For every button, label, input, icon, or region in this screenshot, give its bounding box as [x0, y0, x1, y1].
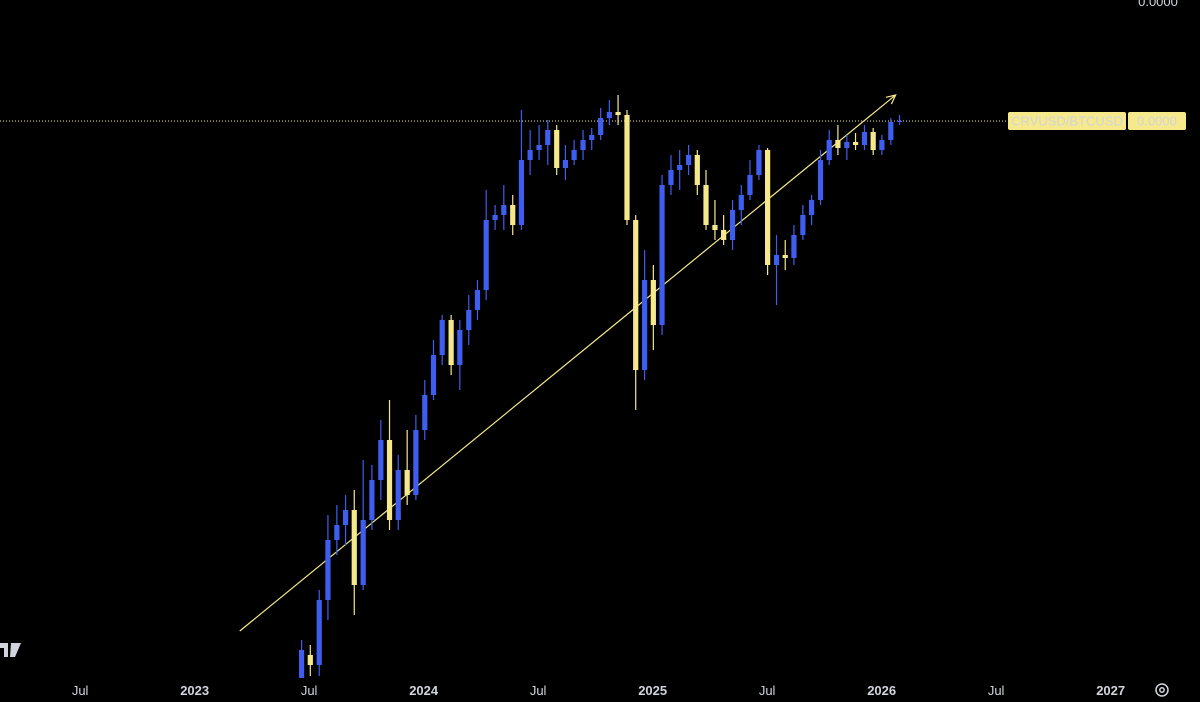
last-price-box — [1128, 112, 1186, 130]
candle-body — [791, 235, 797, 258]
candle-body — [844, 142, 850, 148]
candle-body — [518, 160, 525, 225]
candle-body — [448, 320, 454, 365]
candle-body — [430, 355, 437, 395]
candle-body — [492, 215, 498, 220]
candle-body — [342, 510, 349, 525]
candle-body — [800, 215, 806, 235]
candle-body — [817, 160, 824, 200]
x-tick-label: Jul — [72, 683, 89, 698]
candle-body — [545, 130, 551, 145]
candle-body — [686, 155, 692, 165]
candle-body — [536, 145, 542, 150]
candle-body — [474, 290, 481, 310]
symbol-label-box — [1008, 112, 1126, 130]
x-tick-label: 2024 — [409, 683, 439, 698]
candle-body — [404, 470, 410, 495]
candle-body — [879, 140, 885, 150]
symbol-label: CRVUSD/BTCUSD — [1011, 114, 1123, 129]
candle-body — [598, 118, 604, 135]
candle-body — [773, 255, 780, 265]
candle-body — [624, 115, 630, 220]
candle-body — [483, 220, 489, 290]
trendline — [239, 94, 896, 632]
candle-body — [360, 520, 366, 585]
candle-body — [571, 150, 577, 160]
candle-body — [589, 135, 595, 140]
candle-body — [378, 440, 384, 480]
candle-body — [510, 205, 516, 225]
candle-body — [501, 205, 507, 215]
candle-body — [747, 175, 753, 195]
logo — [0, 643, 21, 657]
candle-body — [439, 320, 445, 355]
candle-body — [650, 280, 656, 325]
candle-body — [808, 200, 815, 215]
candle-body — [738, 195, 744, 210]
candle-body — [694, 155, 700, 185]
candle-body — [325, 540, 331, 600]
axes: Jul 2023 Jul 2024 Jul 2025 Jul 2026 Jul 2027 0.000… — [72, 0, 1186, 698]
candle-body — [765, 150, 771, 265]
candle-body — [826, 140, 832, 160]
x-tick-label: 2027 — [1096, 683, 1125, 698]
x-tick-label: Jul — [759, 683, 776, 698]
candle-body — [835, 140, 841, 148]
candle-body — [659, 185, 665, 325]
candle-body — [852, 142, 859, 145]
candle-body — [606, 112, 612, 118]
candle-body — [712, 225, 718, 230]
candle-body — [703, 185, 709, 225]
candle-body — [351, 510, 357, 585]
candle-body — [861, 132, 868, 145]
candle-body — [633, 220, 639, 370]
candle-body — [615, 112, 621, 115]
candle-body — [307, 655, 313, 665]
candle-body — [334, 525, 340, 540]
candle-body — [729, 210, 736, 240]
candle-body — [668, 170, 674, 185]
candle-body — [580, 140, 586, 150]
candle-body — [422, 395, 428, 430]
candle-body — [386, 440, 393, 520]
candle-body — [527, 150, 533, 160]
candle-body — [554, 130, 560, 168]
candle-body — [642, 280, 648, 370]
candle-body — [896, 121, 903, 122]
x-tick-label: Jul — [301, 683, 318, 698]
x-tick-label: 2025 — [638, 683, 667, 698]
candle-body — [562, 160, 569, 168]
last-price-label: 0.0000 — [1137, 114, 1177, 129]
plot-area — [0, 94, 1135, 678]
trendline-arrow — [885, 94, 897, 105]
candle-body — [677, 165, 683, 170]
candle-body — [466, 310, 472, 330]
candle-body — [298, 650, 305, 678]
candle-body — [316, 600, 322, 665]
candle-body — [721, 230, 727, 240]
candle-body — [870, 132, 876, 150]
x-tick-label: 2023 — [180, 683, 209, 698]
candle-body — [413, 430, 419, 495]
x-tick-label: Jul — [530, 683, 547, 698]
candle-body — [782, 255, 788, 258]
candle-body — [888, 122, 894, 140]
settings-button[interactable] — [1155, 683, 1169, 697]
candle-body — [395, 470, 401, 520]
x-tick-label: Jul — [988, 683, 1005, 698]
x-tick-label: 2026 — [867, 683, 896, 698]
y-tick-label: 0.0000 — [1138, 0, 1178, 9]
candle-body — [369, 480, 375, 520]
candle-body — [457, 330, 463, 365]
candle-body — [756, 150, 762, 175]
